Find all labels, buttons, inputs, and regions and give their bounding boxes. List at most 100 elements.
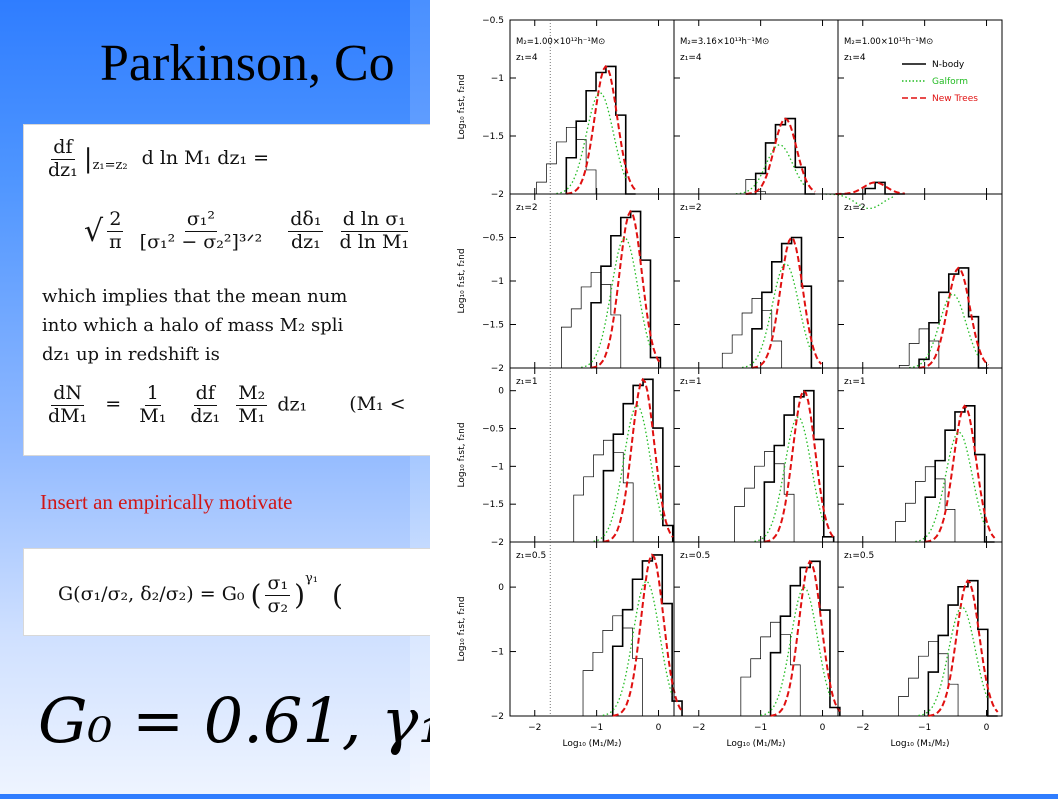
x-tick-label: −2 — [856, 723, 869, 733]
equation-1-line-2: √ 2 π σ₁² [σ₁² − σ₂²]³ᐟ² dδ₁ dz₁ d ln σ₁ d ln… — [84, 208, 410, 253]
y-tick-label: −1.5 — [482, 132, 504, 142]
x-tick-label: −1 — [590, 723, 603, 733]
frac-den: σ₂ — [267, 594, 289, 617]
nbody-second-histogram — [561, 271, 622, 368]
nbody-histogram — [769, 560, 841, 716]
y-tick-label: −1 — [491, 648, 504, 658]
y-tick-label: −1 — [491, 74, 504, 84]
frac-den: [σ₁² − σ₂²]³ᐟ² — [139, 230, 263, 253]
row-label: z₁=0.5 — [516, 551, 546, 561]
y-tick-label: −1.5 — [482, 321, 504, 331]
row-label: z₁=0.5 — [844, 551, 874, 561]
y-tick-label: 0 — [498, 387, 504, 397]
frac-num: df — [51, 136, 75, 160]
row-label: z₁=2 — [516, 203, 538, 213]
y-tick-label: 0 — [498, 583, 504, 593]
column-label: M₂=3.16×10¹³h⁻¹M⊙ — [680, 37, 769, 47]
frac-den: M₁ — [238, 404, 266, 427]
panel-frame — [837, 541, 1003, 717]
figure-panel-grid: Log₁₀ f₁st, f₂nd Log₁₀ f₁st, f₂nd Log₁₀ f₁… — [430, 0, 1058, 794]
row-label: z₁=4 — [844, 53, 866, 63]
frac-den: dz₁ — [190, 404, 221, 427]
newtrees-curve — [566, 64, 637, 195]
frac-num: dδ₁ — [288, 208, 324, 232]
y-axis-label: Log₁₀ f₁st, f₂nd — [457, 422, 467, 487]
newtrees-curve — [925, 404, 996, 543]
y-tick-label: −2 — [491, 364, 504, 374]
paragraph-line-2: into which a halo of mass M₂ spli — [42, 315, 344, 336]
frac-den: π — [109, 230, 122, 253]
figure-svg: Log₁₀ f₁st, f₂nd Log₁₀ f₁st, f₂nd Log₁₀ f₁… — [457, 16, 1003, 749]
galform-curve — [581, 236, 652, 369]
newtrees-curve — [751, 236, 823, 369]
y-tick-label: −1.5 — [482, 500, 504, 510]
nbody-histogram — [927, 579, 998, 717]
frac-num: 2 — [107, 208, 124, 232]
newtrees-curve — [770, 559, 841, 717]
x-tick-label: 0 — [984, 723, 990, 733]
slide-title: Parkinson, Co — [100, 35, 395, 92]
legend-label: N-body — [932, 60, 965, 70]
x-tick-label: −2 — [528, 723, 541, 733]
equation-2-condition: (M₁ < — [349, 393, 406, 416]
y-tick-label: −0.5 — [482, 234, 504, 244]
newtrees-curve — [918, 266, 990, 369]
nbody-second-histogram — [573, 439, 634, 542]
frac-den: d ln M₁ — [339, 230, 410, 253]
newtrees-curve — [603, 377, 674, 543]
nbody-second-histogram — [734, 451, 795, 542]
x-tick-label: −1 — [918, 723, 931, 733]
column-label: M₂=1.00×10¹²h⁻¹M⊙ — [516, 37, 605, 47]
row-label: z₁=1 — [680, 377, 702, 387]
frac-num: d ln σ₁ — [340, 208, 408, 232]
y-tick-label: −2 — [491, 712, 504, 722]
y-axis-label: Log₁₀ f₁st, f₂nd — [457, 596, 467, 661]
nbody-histogram — [918, 267, 989, 369]
galform-curve — [918, 606, 989, 717]
nbody-histogram — [602, 378, 674, 542]
newtrees-curve — [764, 389, 835, 543]
row-label: z₁=0.5 — [680, 551, 710, 561]
panel-frame — [509, 193, 675, 369]
equation-3-lhs: G(σ₁/σ₂, δ₂/σ₂) = G₀ — [58, 583, 245, 605]
frac-den: M₁ — [139, 404, 167, 427]
y-tick-label: −2 — [491, 538, 504, 548]
newtrees-curve — [745, 117, 816, 195]
x-tick-label: −2 — [692, 723, 705, 733]
row-label: z₁=1 — [844, 377, 866, 387]
x-tick-label: −1 — [754, 723, 767, 733]
paragraph-line-1: which implies that the mean num — [42, 286, 348, 307]
legend-label: Galform — [932, 77, 968, 87]
frac-den: dM₁ — [48, 404, 88, 427]
nbody-histogram — [763, 389, 835, 542]
frac-num: 1 — [144, 382, 161, 406]
frac-den: dz₁ — [290, 230, 321, 253]
frac-num: M₂ — [236, 382, 268, 406]
nbody-histogram — [565, 65, 636, 195]
equation-3: G(σ₁/σ₂, δ₂/σ₂) = G₀ (σ₁ σ₂)γ₁ ( — [58, 571, 343, 617]
equation-2-tail: dz₁ — [277, 393, 308, 416]
galform-curve — [735, 144, 806, 195]
frac-den: dz₁ — [48, 158, 78, 181]
x-tick-label: 0 — [820, 723, 826, 733]
galform-curve — [909, 293, 980, 369]
frac-num: dN — [51, 382, 85, 406]
nbody-histogram — [924, 405, 995, 543]
panel-frame — [673, 193, 839, 369]
row-label: z₁=2 — [844, 203, 866, 213]
frac-num: σ₁ — [265, 571, 291, 596]
nbody-second-histogram — [898, 641, 959, 716]
x-axis-label: Log₁₀ (M₁/M₂) — [563, 739, 622, 749]
y-axis-label: Log₁₀ f₁st, f₂nd — [457, 248, 467, 313]
equation-box: df dz₁ |z₁=z₂ d ln M₁ dz₁ = √ 2 π σ₁² [σ₁² − … — [23, 124, 445, 456]
nbody-second-histogram — [716, 179, 776, 195]
nbody-second-histogram — [721, 298, 783, 368]
equation-1-rest: d ln M₁ dz₁ = — [141, 147, 270, 170]
newtrees-curve — [590, 209, 662, 369]
exponent: γ₁ — [305, 571, 318, 586]
frac-num: df — [193, 382, 217, 406]
nbody-second-histogram — [740, 621, 801, 716]
galform-curve — [825, 193, 896, 210]
equation-1-line-1: df dz₁ |z₁=z₂ d ln M₁ dz₁ = — [48, 136, 270, 181]
nbody-histogram — [751, 236, 822, 369]
